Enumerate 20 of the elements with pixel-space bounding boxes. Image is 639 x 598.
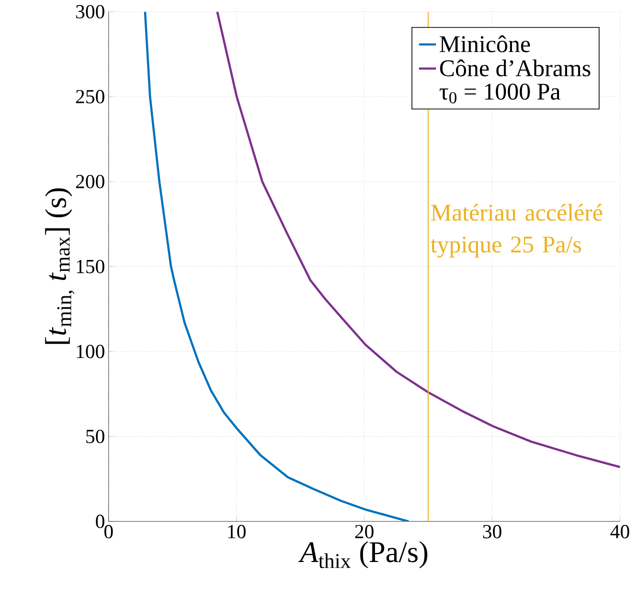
y-tick-label: 300 xyxy=(76,4,104,18)
y-tick-label: 200 xyxy=(76,174,104,188)
x-tick-label: 20 xyxy=(355,524,374,538)
legend-label: Cône d’Abrams xyxy=(440,59,590,76)
y-tick-label: 0 xyxy=(96,514,104,528)
x-tick-label: 0 xyxy=(104,524,113,538)
y-axis-title: [t$_{min,}$ t$_{max}$] (s) xyxy=(45,188,74,344)
y-tick-label: 50 xyxy=(86,430,104,444)
x-axis-title: A$_{thix}$ (Pa/s) xyxy=(298,541,428,568)
ref-line-label: Matériau accéléré typique 25 Pa/s xyxy=(430,204,602,258)
x-tick-label: 30 xyxy=(483,524,502,538)
line-series xyxy=(216,12,620,468)
y-tick-label: 100 xyxy=(76,344,104,358)
x-tick-label: 10 xyxy=(228,524,246,538)
x-tick-label: 40 xyxy=(610,524,630,538)
line-series xyxy=(144,12,410,522)
y-tick-label: 150 xyxy=(76,260,104,274)
legend-label: Minicône xyxy=(440,35,530,52)
y-tick-label: 250 xyxy=(76,90,104,104)
annotation: τ$_{0}$ = 1000 Pa xyxy=(440,84,560,104)
